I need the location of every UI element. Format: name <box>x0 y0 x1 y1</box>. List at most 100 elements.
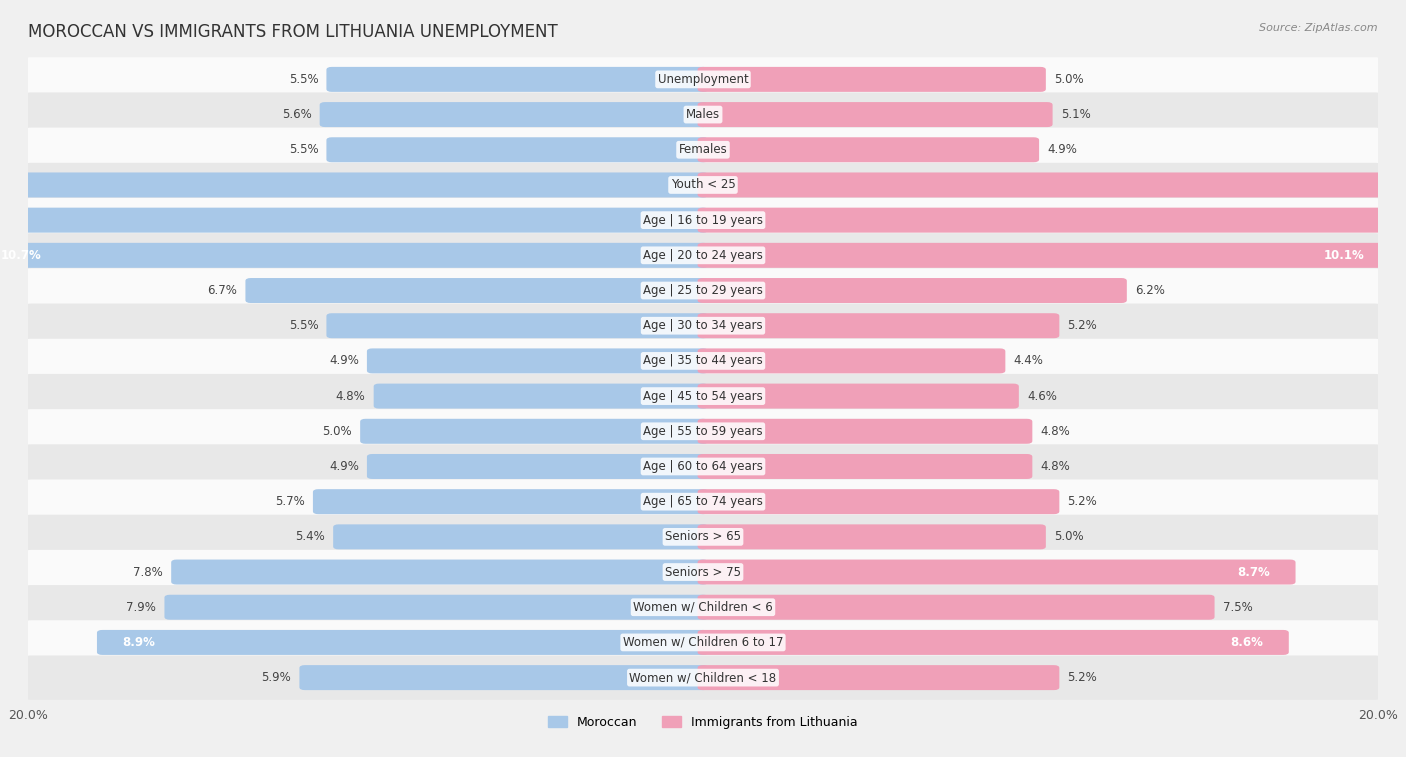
FancyBboxPatch shape <box>697 137 1039 162</box>
FancyBboxPatch shape <box>21 233 1385 278</box>
Text: Women w/ Children < 18: Women w/ Children < 18 <box>630 671 776 684</box>
Text: 5.0%: 5.0% <box>322 425 352 438</box>
FancyBboxPatch shape <box>165 595 709 620</box>
FancyBboxPatch shape <box>21 128 1385 172</box>
FancyBboxPatch shape <box>21 656 1385 699</box>
Text: 5.0%: 5.0% <box>1054 73 1084 86</box>
FancyBboxPatch shape <box>697 384 1019 409</box>
Text: Age | 30 to 34 years: Age | 30 to 34 years <box>643 319 763 332</box>
Text: Age | 25 to 29 years: Age | 25 to 29 years <box>643 284 763 297</box>
FancyBboxPatch shape <box>697 489 1059 514</box>
Text: Women w/ Children < 6: Women w/ Children < 6 <box>633 601 773 614</box>
FancyBboxPatch shape <box>333 525 709 550</box>
Text: 5.7%: 5.7% <box>276 495 305 508</box>
FancyBboxPatch shape <box>21 268 1385 313</box>
FancyBboxPatch shape <box>697 630 1289 655</box>
FancyBboxPatch shape <box>21 479 1385 524</box>
Text: Age | 16 to 19 years: Age | 16 to 19 years <box>643 213 763 226</box>
Text: 5.9%: 5.9% <box>262 671 291 684</box>
Text: 5.6%: 5.6% <box>281 108 312 121</box>
FancyBboxPatch shape <box>697 278 1126 303</box>
Text: 5.0%: 5.0% <box>1054 531 1084 544</box>
Text: Women w/ Children 6 to 17: Women w/ Children 6 to 17 <box>623 636 783 649</box>
FancyBboxPatch shape <box>697 348 1005 373</box>
FancyBboxPatch shape <box>319 102 709 127</box>
FancyBboxPatch shape <box>21 515 1385 559</box>
FancyBboxPatch shape <box>697 525 1046 550</box>
FancyBboxPatch shape <box>0 207 709 232</box>
FancyBboxPatch shape <box>697 454 1032 479</box>
Text: 5.2%: 5.2% <box>1067 671 1097 684</box>
FancyBboxPatch shape <box>21 198 1385 242</box>
Text: 4.8%: 4.8% <box>1040 425 1070 438</box>
Text: 5.5%: 5.5% <box>288 143 318 156</box>
FancyBboxPatch shape <box>697 243 1391 268</box>
Text: 4.4%: 4.4% <box>1014 354 1043 367</box>
FancyBboxPatch shape <box>21 585 1385 629</box>
FancyBboxPatch shape <box>97 630 709 655</box>
Text: Age | 55 to 59 years: Age | 55 to 59 years <box>643 425 763 438</box>
FancyBboxPatch shape <box>21 304 1385 348</box>
Text: 6.2%: 6.2% <box>1135 284 1164 297</box>
Text: Age | 65 to 74 years: Age | 65 to 74 years <box>643 495 763 508</box>
Text: 5.2%: 5.2% <box>1067 495 1097 508</box>
Text: 5.4%: 5.4% <box>295 531 325 544</box>
Text: Age | 35 to 44 years: Age | 35 to 44 years <box>643 354 763 367</box>
FancyBboxPatch shape <box>21 550 1385 594</box>
Text: Seniors > 75: Seniors > 75 <box>665 565 741 578</box>
FancyBboxPatch shape <box>326 67 709 92</box>
Text: 10.7%: 10.7% <box>1 249 42 262</box>
Text: 5.5%: 5.5% <box>288 73 318 86</box>
FancyBboxPatch shape <box>697 595 1215 620</box>
Text: 5.1%: 5.1% <box>1060 108 1091 121</box>
FancyBboxPatch shape <box>697 207 1406 232</box>
Text: 5.5%: 5.5% <box>288 319 318 332</box>
Text: MOROCCAN VS IMMIGRANTS FROM LITHUANIA UNEMPLOYMENT: MOROCCAN VS IMMIGRANTS FROM LITHUANIA UN… <box>28 23 558 41</box>
FancyBboxPatch shape <box>299 665 709 690</box>
FancyBboxPatch shape <box>21 409 1385 453</box>
Text: Age | 60 to 64 years: Age | 60 to 64 years <box>643 460 763 473</box>
FancyBboxPatch shape <box>697 313 1059 338</box>
Text: 4.9%: 4.9% <box>1047 143 1077 156</box>
FancyBboxPatch shape <box>360 419 709 444</box>
FancyBboxPatch shape <box>21 444 1385 489</box>
FancyBboxPatch shape <box>314 489 709 514</box>
Text: 4.6%: 4.6% <box>1026 390 1057 403</box>
Text: 7.8%: 7.8% <box>134 565 163 578</box>
FancyBboxPatch shape <box>374 384 709 409</box>
FancyBboxPatch shape <box>697 67 1046 92</box>
Text: 8.7%: 8.7% <box>1237 565 1270 578</box>
FancyBboxPatch shape <box>697 419 1032 444</box>
Text: 7.5%: 7.5% <box>1223 601 1253 614</box>
FancyBboxPatch shape <box>326 313 709 338</box>
FancyBboxPatch shape <box>326 137 709 162</box>
FancyBboxPatch shape <box>172 559 709 584</box>
Text: Source: ZipAtlas.com: Source: ZipAtlas.com <box>1260 23 1378 33</box>
Text: 8.9%: 8.9% <box>122 636 156 649</box>
Text: 6.7%: 6.7% <box>208 284 238 297</box>
Text: 4.8%: 4.8% <box>1040 460 1070 473</box>
Text: Unemployment: Unemployment <box>658 73 748 86</box>
Text: 4.9%: 4.9% <box>329 354 359 367</box>
FancyBboxPatch shape <box>21 374 1385 419</box>
Text: 4.8%: 4.8% <box>336 390 366 403</box>
FancyBboxPatch shape <box>246 278 709 303</box>
Text: 5.2%: 5.2% <box>1067 319 1097 332</box>
Legend: Moroccan, Immigrants from Lithuania: Moroccan, Immigrants from Lithuania <box>543 711 863 734</box>
Text: 4.9%: 4.9% <box>329 460 359 473</box>
Text: Seniors > 65: Seniors > 65 <box>665 531 741 544</box>
FancyBboxPatch shape <box>697 173 1406 198</box>
FancyBboxPatch shape <box>21 58 1385 101</box>
FancyBboxPatch shape <box>21 163 1385 207</box>
Text: Males: Males <box>686 108 720 121</box>
FancyBboxPatch shape <box>367 454 709 479</box>
FancyBboxPatch shape <box>21 338 1385 383</box>
Text: 8.6%: 8.6% <box>1230 636 1263 649</box>
Text: 10.1%: 10.1% <box>1323 249 1364 262</box>
Text: Youth < 25: Youth < 25 <box>671 179 735 192</box>
FancyBboxPatch shape <box>697 665 1059 690</box>
FancyBboxPatch shape <box>0 173 709 198</box>
Text: Females: Females <box>679 143 727 156</box>
Text: 7.9%: 7.9% <box>127 601 156 614</box>
FancyBboxPatch shape <box>21 92 1385 137</box>
